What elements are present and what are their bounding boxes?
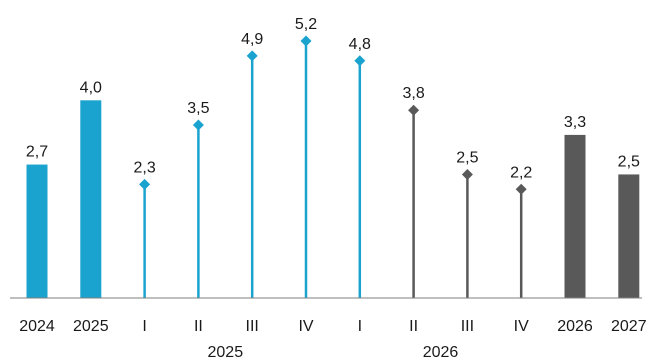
x-tick-label-8: III [461,318,474,335]
x-tick-label-10: 2026 [557,318,593,335]
value-label-11: 2,5 [618,153,640,170]
value-label-1: 4,0 [80,79,102,96]
x-tick-label-3: II [194,318,203,335]
x-tick-label-2: I [142,318,146,335]
group-label-1: 2026 [423,344,459,360]
value-label-5: 5,2 [295,16,317,33]
marker-8 [461,168,473,180]
marker-6 [354,55,366,67]
x-tick-label-11: 2027 [611,318,647,335]
value-label-10: 3,3 [564,114,586,131]
value-label-6: 4,8 [349,36,371,53]
marker-2 [139,178,151,190]
x-tick-label-9: IV [514,318,529,335]
x-tick-label-6: I [358,318,362,335]
x-tick-label-7: II [409,318,418,335]
x-tick-label-1: 2025 [73,318,109,335]
marker-9 [515,183,527,195]
chart-marks [26,35,640,298]
group-label-0: 2025 [208,344,244,360]
x-tick-label-5: IV [298,318,313,335]
value-label-9: 2,2 [510,164,532,181]
marker-3 [192,119,204,131]
bar-10 [564,134,586,298]
bar-11 [618,174,640,298]
bar-1 [80,100,102,298]
marker-5 [300,35,312,47]
marker-4 [246,50,258,62]
chart-labels: 2,7 2024 4,0 2025 2,3 I 3,5 II 4,9 III 5,2 IV 4,8 I 3,… [19,16,646,360]
value-label-4: 4,9 [241,31,263,48]
value-label-7: 3,8 [402,85,424,102]
x-tick-label-4: III [246,318,259,335]
value-label-3: 3,5 [187,100,209,117]
marker-7 [408,104,420,116]
value-label-0: 2,7 [26,144,48,161]
x-tick-label-0: 2024 [19,318,55,335]
value-label-2: 2,3 [133,159,155,176]
value-label-8: 2,5 [456,149,478,166]
bar-0 [26,164,48,298]
